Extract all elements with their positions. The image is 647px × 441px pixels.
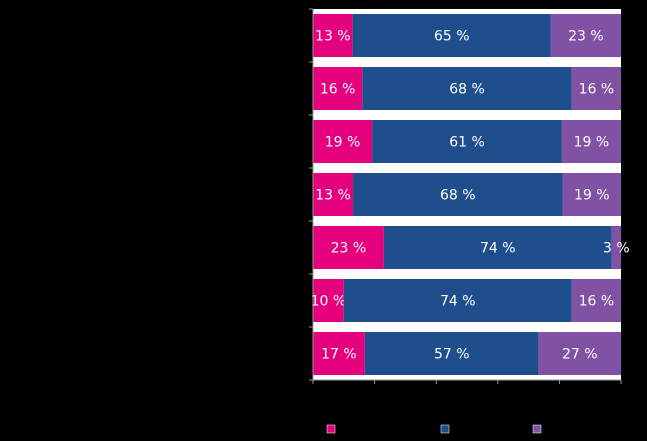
bar-segment [362, 67, 572, 110]
bar-segment [313, 226, 384, 269]
bar-segment [372, 120, 562, 163]
bar-segment [538, 332, 621, 375]
bar-value-label: 65 % [434, 29, 470, 45]
bar-segment [383, 226, 612, 269]
bar-value-label: 16 % [579, 294, 615, 310]
bar-segment [353, 173, 563, 216]
bar-value-label: 23 % [331, 241, 367, 257]
bar-segment [313, 67, 363, 110]
bar-value-label: 74 % [480, 241, 516, 257]
bar-segment [313, 120, 373, 163]
bar-segment [571, 67, 621, 110]
bar-segment [352, 14, 551, 57]
legend-swatch [532, 424, 542, 434]
legend-swatch [440, 424, 450, 434]
bar-value-label: 19 % [574, 188, 610, 204]
bar-segment [313, 332, 365, 375]
bar-segment [343, 279, 572, 322]
bar-value-label: 3 % [603, 241, 630, 257]
bar-value-label: 13 % [315, 29, 351, 45]
bar-value-label: 23 % [568, 29, 604, 45]
bar-segment [550, 14, 621, 57]
bar-segment [313, 173, 354, 216]
bar-value-label: 17 % [321, 347, 357, 363]
bar-value-label: 19 % [325, 135, 361, 151]
bar-segment [611, 226, 621, 269]
bar-value-label: 57 % [434, 347, 470, 363]
bar-value-label: 27 % [562, 347, 598, 363]
bar-segment [313, 14, 353, 57]
bar-value-label: 16 % [579, 82, 615, 98]
bar-segment [364, 332, 539, 375]
bar-value-label: 74 % [440, 294, 476, 310]
bar-value-label: 16 % [320, 82, 356, 98]
bar-value-label: 68 % [440, 188, 476, 204]
bar-value-label: 68 % [449, 82, 485, 98]
bar-segment [313, 279, 344, 322]
legend-swatch [326, 424, 336, 434]
bar-segment [562, 173, 621, 216]
bar-segment [571, 279, 621, 322]
bar-value-label: 61 % [449, 135, 485, 151]
bar-value-label: 10 % [311, 294, 347, 310]
bar-value-label: 13 % [315, 188, 351, 204]
bar-segment [561, 120, 621, 163]
bar-value-label: 19 % [574, 135, 610, 151]
